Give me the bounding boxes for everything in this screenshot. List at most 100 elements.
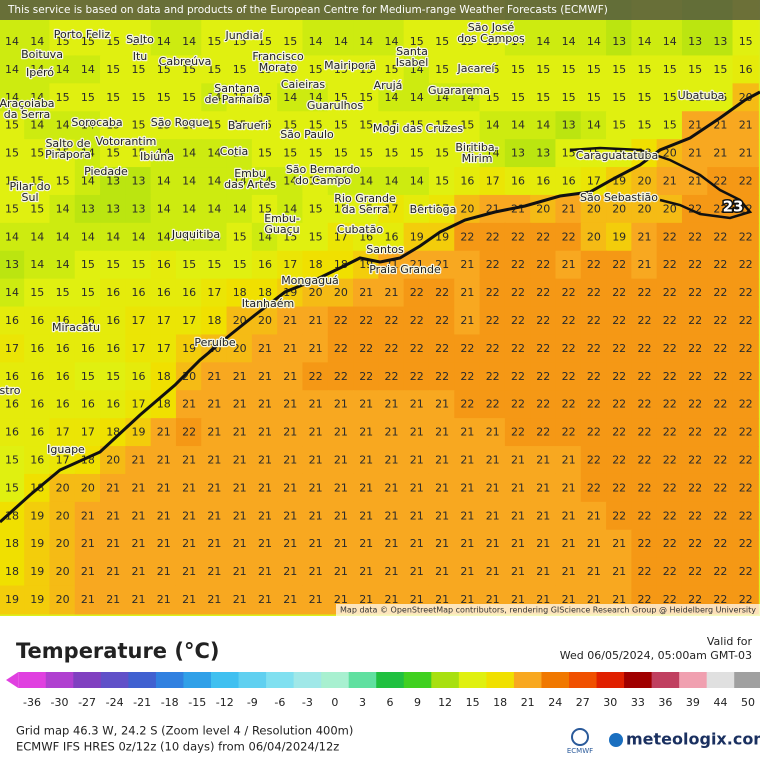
temp-cell bbox=[201, 306, 228, 336]
temp-cell bbox=[403, 250, 430, 280]
temp-value: 13 bbox=[713, 35, 727, 48]
temp-value: 22 bbox=[536, 426, 550, 439]
temp-value: 15 bbox=[511, 63, 525, 76]
temp-cell bbox=[251, 418, 279, 448]
temp-value: 15 bbox=[132, 147, 146, 160]
temp-value: 15 bbox=[359, 91, 373, 104]
temp-value: 15 bbox=[233, 35, 247, 48]
temp-value: 15 bbox=[562, 63, 576, 76]
temp-cell bbox=[100, 501, 127, 531]
temp-cell bbox=[74, 222, 102, 252]
temp-value: 15 bbox=[106, 35, 120, 48]
temp-cell bbox=[631, 83, 658, 113]
temp-value: 14 bbox=[56, 119, 70, 132]
temp-cell bbox=[403, 83, 430, 113]
temp-cell bbox=[530, 446, 557, 475]
temp-value: 21 bbox=[536, 454, 550, 467]
temp-cell bbox=[403, 529, 430, 559]
temp-cell bbox=[74, 501, 102, 531]
temp-cell bbox=[125, 501, 152, 531]
temp-value: 21 bbox=[182, 398, 196, 411]
temp-value: 21 bbox=[182, 481, 196, 494]
meteologix[interactable]: meteologix.com bbox=[626, 730, 760, 749]
temp-value: 22 bbox=[713, 509, 727, 522]
temp-value: 21 bbox=[207, 481, 221, 494]
temp-value: 18 bbox=[258, 286, 272, 299]
place-name: Ibiúna bbox=[140, 150, 174, 163]
temp-value: 21 bbox=[562, 258, 576, 271]
temp-cell bbox=[175, 585, 203, 615]
temp-cell bbox=[327, 390, 355, 420]
temp-value: 21 bbox=[207, 537, 221, 550]
temp-cell bbox=[454, 334, 481, 364]
temp-value: 14 bbox=[410, 63, 424, 76]
colorbar-label: 36 bbox=[658, 696, 672, 709]
temp-cell bbox=[302, 167, 329, 196]
temp-cell bbox=[580, 473, 608, 503]
temp-value: 16 bbox=[739, 63, 753, 76]
temp-value: 19 bbox=[30, 565, 44, 578]
temp-value: 22 bbox=[663, 593, 677, 606]
temp-value: 21 bbox=[233, 593, 247, 606]
temp-value: 21 bbox=[460, 565, 474, 578]
place-name: Miracatu bbox=[52, 321, 100, 334]
temp-cell bbox=[580, 306, 608, 336]
temp-cell bbox=[201, 194, 228, 224]
temp-value: 15 bbox=[612, 91, 626, 104]
temp-cell bbox=[277, 83, 304, 113]
temp-value: 14 bbox=[359, 35, 373, 48]
temp-value: 14 bbox=[283, 202, 297, 215]
temp-cell bbox=[302, 362, 329, 392]
temp-cell bbox=[479, 529, 506, 559]
place-name: dos Campos bbox=[457, 32, 525, 45]
temp-value: 14 bbox=[182, 35, 196, 48]
temp-value: 21 bbox=[385, 593, 399, 606]
temp-cell bbox=[49, 306, 76, 336]
temp-cell bbox=[479, 418, 506, 448]
temp-value: 16 bbox=[81, 342, 95, 355]
place-name: Araçoiaba bbox=[0, 97, 55, 110]
temp-cell bbox=[49, 529, 76, 559]
temp-value: 21 bbox=[385, 454, 399, 467]
temp-cell bbox=[606, 250, 633, 280]
temp-cell bbox=[732, 306, 759, 336]
temp-cell bbox=[49, 139, 76, 169]
temp-value: 21 bbox=[81, 565, 95, 578]
temp-value: 21 bbox=[233, 398, 247, 411]
colorbar-label: 3 bbox=[359, 696, 366, 709]
temp-value: 15 bbox=[486, 35, 500, 48]
temp-cell bbox=[302, 473, 329, 503]
temp-value: 22 bbox=[359, 314, 373, 327]
temp-value: 22 bbox=[334, 314, 348, 327]
place-name: Caraguatatuba bbox=[576, 149, 658, 162]
temp-value: 15 bbox=[486, 63, 500, 76]
temp-value: 22 bbox=[713, 593, 727, 606]
temp-value: 22 bbox=[713, 202, 727, 215]
temp-cell bbox=[555, 139, 582, 169]
temp-cell bbox=[454, 250, 481, 280]
temp-value: 21 bbox=[562, 565, 576, 578]
temp-cell bbox=[327, 222, 355, 252]
temp-cell bbox=[555, 334, 582, 364]
notice-bar bbox=[0, 0, 760, 20]
temp-cell bbox=[251, 585, 279, 615]
temp-value: 15 bbox=[5, 454, 19, 467]
temp-value: 21 bbox=[334, 481, 348, 494]
temp-cell bbox=[707, 334, 734, 364]
temp-cell bbox=[100, 83, 127, 113]
temp-cell bbox=[530, 139, 557, 169]
temp-value: 21 bbox=[536, 481, 550, 494]
temp-value: 21 bbox=[612, 593, 626, 606]
temp-value: 21 bbox=[207, 565, 221, 578]
temp-cell bbox=[530, 418, 557, 448]
temp-cell bbox=[49, 194, 76, 224]
temp-value: 21 bbox=[638, 258, 652, 271]
temp-value: 22 bbox=[713, 286, 727, 299]
temp-cell bbox=[277, 390, 304, 420]
temp-cell bbox=[125, 55, 152, 85]
temp-value: 22 bbox=[435, 314, 449, 327]
temp-value: 22 bbox=[739, 537, 753, 550]
temp-cell bbox=[74, 306, 102, 336]
temp-value: 21 bbox=[359, 537, 373, 550]
temp-value: 13 bbox=[612, 35, 626, 48]
